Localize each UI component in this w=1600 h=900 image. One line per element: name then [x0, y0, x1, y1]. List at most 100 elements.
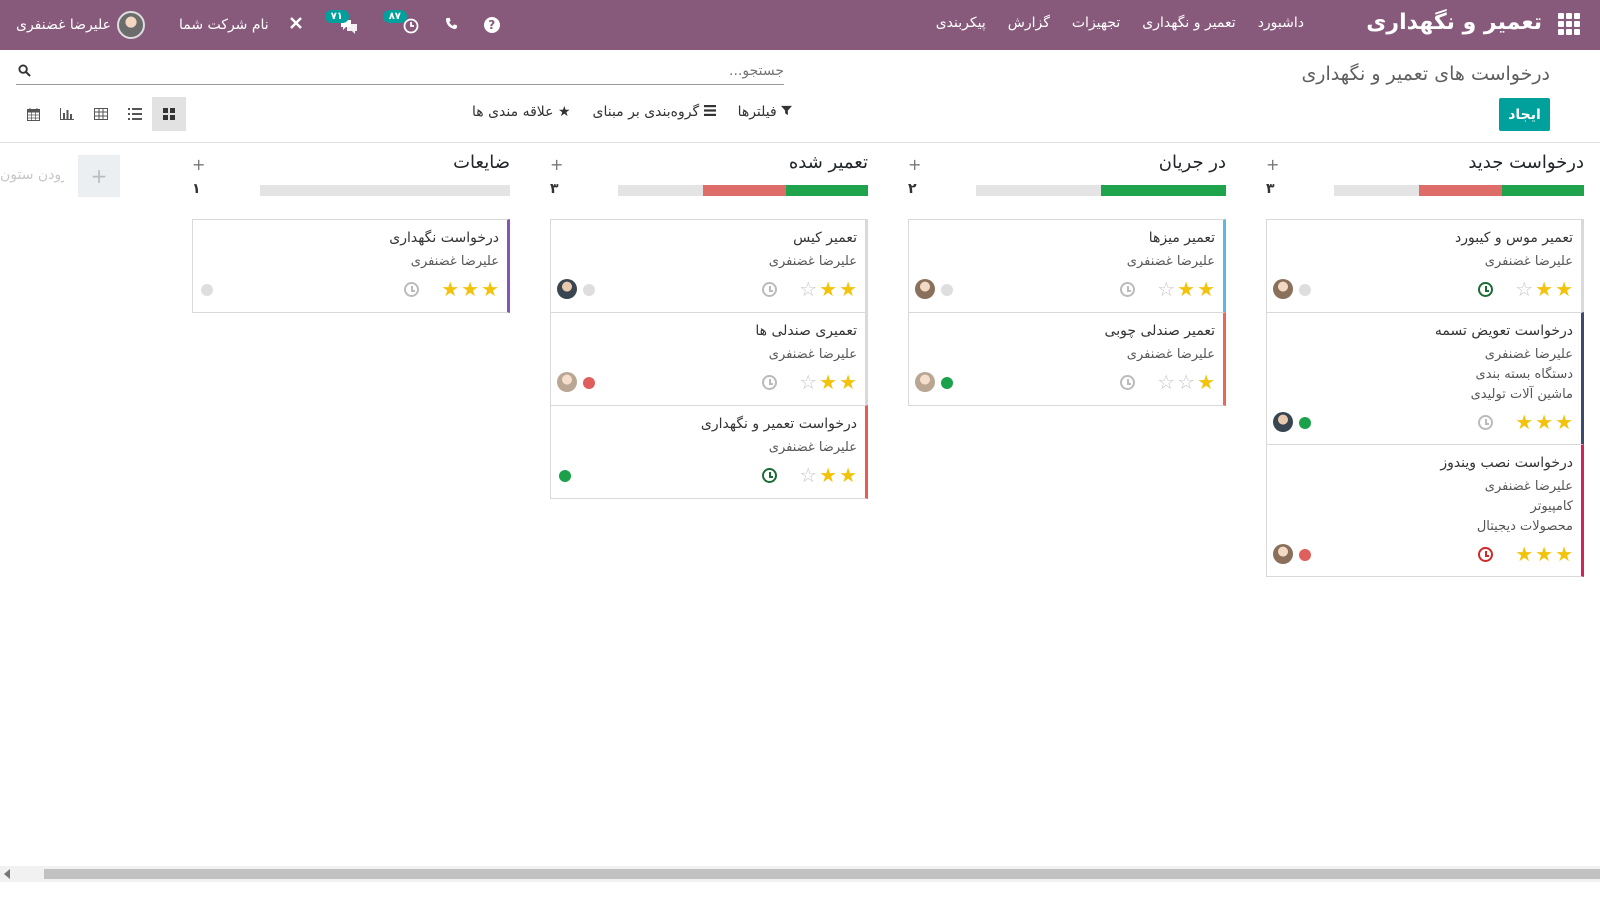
kanban-state-dot[interactable]: [941, 377, 953, 389]
star-filled-icon[interactable]: ★: [1555, 277, 1573, 301]
star-filled-icon[interactable]: ★: [1535, 542, 1554, 566]
filters-dropdown[interactable]: فیلترها: [738, 104, 793, 120]
column-title[interactable]: تعمیر شده: [788, 152, 868, 173]
assignee-avatar[interactable]: [915, 279, 935, 299]
quick-create-plus-icon[interactable]: +: [908, 155, 922, 174]
star-empty-icon[interactable]: ☆: [799, 463, 818, 487]
assignee-avatar[interactable]: [557, 372, 577, 392]
menu-reporting[interactable]: گزارش: [1007, 15, 1050, 31]
quick-create-plus-icon[interactable]: +: [192, 155, 206, 174]
star-empty-icon[interactable]: ☆: [1157, 277, 1176, 301]
user-menu[interactable]: علیرضا غضنفری: [16, 11, 145, 39]
star-filled-icon[interactable]: ★: [481, 277, 499, 301]
column-title[interactable]: ضایعات: [453, 152, 510, 173]
apps-menu-icon[interactable]: [1558, 13, 1580, 35]
star-filled-icon[interactable]: ★: [1515, 542, 1534, 566]
create-button[interactable]: ایجاد: [1499, 98, 1550, 131]
activity-clock-icon[interactable]: [762, 282, 777, 297]
scroll-left-icon[interactable]: [4, 869, 10, 879]
help-icon[interactable]: ?: [483, 17, 500, 33]
star-filled-icon[interactable]: ★: [1197, 370, 1215, 394]
star-filled-icon[interactable]: ★: [461, 277, 480, 301]
star-empty-icon[interactable]: ☆: [799, 277, 818, 301]
activity-clock-icon[interactable]: [1478, 415, 1493, 430]
messages-icon[interactable]: ۷۱: [324, 10, 361, 34]
column-progress-bar[interactable]: [260, 185, 510, 196]
quick-create-plus-icon[interactable]: +: [550, 155, 564, 174]
calendar-view-button[interactable]: [16, 97, 50, 131]
column-progress-bar[interactable]: [1334, 185, 1584, 196]
kanban-state-dot[interactable]: [1299, 549, 1311, 561]
activity-clock-icon[interactable]: [762, 375, 777, 390]
progress-done-segment[interactable]: [1101, 185, 1226, 196]
star-filled-icon[interactable]: ★: [839, 370, 857, 394]
company-switcher[interactable]: نام شرکت شما: [173, 17, 269, 33]
search-input[interactable]: [54, 63, 784, 79]
star-filled-icon[interactable]: ★: [441, 277, 460, 301]
kanban-state-dot[interactable]: [559, 470, 571, 482]
graph-view-button[interactable]: [50, 97, 84, 131]
assignee-avatar[interactable]: [1273, 544, 1293, 564]
menu-dashboard[interactable]: داشبورد: [1257, 15, 1304, 31]
kanban-state-dot[interactable]: [1299, 284, 1311, 296]
kanban-card[interactable]: تعمیر صندلی چوبی علیرضا غضنفری ★ ☆ ☆: [908, 312, 1226, 406]
activity-clock-icon[interactable]: [1478, 547, 1493, 562]
kanban-state-dot[interactable]: [583, 377, 595, 389]
star-filled-icon[interactable]: ★: [1197, 277, 1215, 301]
kanban-view-button[interactable]: [152, 97, 186, 131]
column-title[interactable]: در جریان: [1158, 152, 1226, 173]
star-filled-icon[interactable]: ★: [819, 463, 838, 487]
star-empty-icon[interactable]: ☆: [1177, 370, 1196, 394]
app-brand[interactable]: تعمیر و نگهداری: [1366, 10, 1542, 35]
star-filled-icon[interactable]: ★: [819, 277, 838, 301]
phone-icon[interactable]: [445, 16, 458, 34]
progress-done-segment[interactable]: [1501, 185, 1584, 196]
add-column[interactable]: + افزودن ستون: [0, 155, 125, 199]
kanban-card[interactable]: تعمیر موس و کیبورد علیرضا غضنفری ★ ★ ☆: [1266, 219, 1584, 313]
progress-blocked-segment[interactable]: [703, 185, 786, 196]
star-filled-icon[interactable]: ★: [1535, 410, 1554, 434]
scrollbar-thumb[interactable]: [44, 869, 1600, 879]
menu-equipment[interactable]: تجهیزات: [1071, 15, 1121, 31]
kanban-card[interactable]: درخواست تعویض تسمه علیرضا غضنفری دستگاه بس…: [1266, 312, 1584, 445]
kanban-card[interactable]: تعمیر کیس علیرضا غضنفری ★ ★ ☆: [550, 219, 868, 313]
favorites-dropdown[interactable]: ★ علاقه مندی ها: [472, 104, 571, 120]
progress-done-segment[interactable]: [785, 185, 868, 196]
activity-clock-icon[interactable]: [762, 468, 777, 483]
star-filled-icon[interactable]: ★: [1177, 277, 1196, 301]
assignee-avatar[interactable]: [915, 372, 935, 392]
menu-configuration[interactable]: پیکربندی: [935, 15, 986, 31]
star-empty-icon[interactable]: ☆: [799, 370, 818, 394]
list-view-button[interactable]: [118, 97, 152, 131]
kanban-card[interactable]: درخواست نصب ویندوز علیرضا غضنفری کامپیوتر م…: [1266, 444, 1584, 577]
star-filled-icon[interactable]: ★: [1555, 542, 1573, 566]
kanban-card[interactable]: تعمیر میزها علیرضا غضنفری ★ ★ ☆: [908, 219, 1226, 313]
kanban-state-dot[interactable]: [1299, 417, 1311, 429]
kanban-card[interactable]: درخواست تعمیر و نگهداری علیرضا غضنفری ★ ★ ☆: [550, 405, 868, 499]
menu-maintenance[interactable]: تعمیر و نگهداری: [1142, 15, 1236, 31]
star-empty-icon[interactable]: ☆: [1515, 277, 1534, 301]
kanban-card[interactable]: درخواست نگهداری علیرضا غضنفری ★ ★ ★: [192, 219, 510, 313]
pivot-view-button[interactable]: [84, 97, 118, 131]
assignee-avatar[interactable]: [557, 279, 577, 299]
activity-clock-icon[interactable]: [1120, 375, 1135, 390]
star-empty-icon[interactable]: ☆: [1157, 370, 1176, 394]
activity-clock-icon[interactable]: [404, 282, 419, 297]
star-filled-icon[interactable]: ★: [1535, 277, 1554, 301]
horizontal-scrollbar[interactable]: [0, 866, 1600, 882]
add-column-plus-icon[interactable]: +: [78, 155, 120, 197]
kanban-state-dot[interactable]: [941, 284, 953, 296]
search-icon[interactable]: [18, 64, 31, 77]
activity-icon[interactable]: ۸۷: [382, 10, 419, 34]
star-filled-icon[interactable]: ★: [839, 277, 857, 301]
star-filled-icon[interactable]: ★: [1555, 410, 1573, 434]
assignee-avatar[interactable]: [1273, 412, 1293, 432]
star-filled-icon[interactable]: ★: [839, 463, 857, 487]
column-progress-bar[interactable]: [976, 185, 1226, 196]
column-title[interactable]: درخواست جدید: [1468, 152, 1584, 173]
groupby-dropdown[interactable]: گروه‌بندی بر مبنای: [593, 104, 716, 120]
star-filled-icon[interactable]: ★: [1515, 410, 1534, 434]
assignee-avatar[interactable]: [1273, 279, 1293, 299]
kanban-state-dot[interactable]: [583, 284, 595, 296]
activity-clock-icon[interactable]: [1478, 282, 1493, 297]
